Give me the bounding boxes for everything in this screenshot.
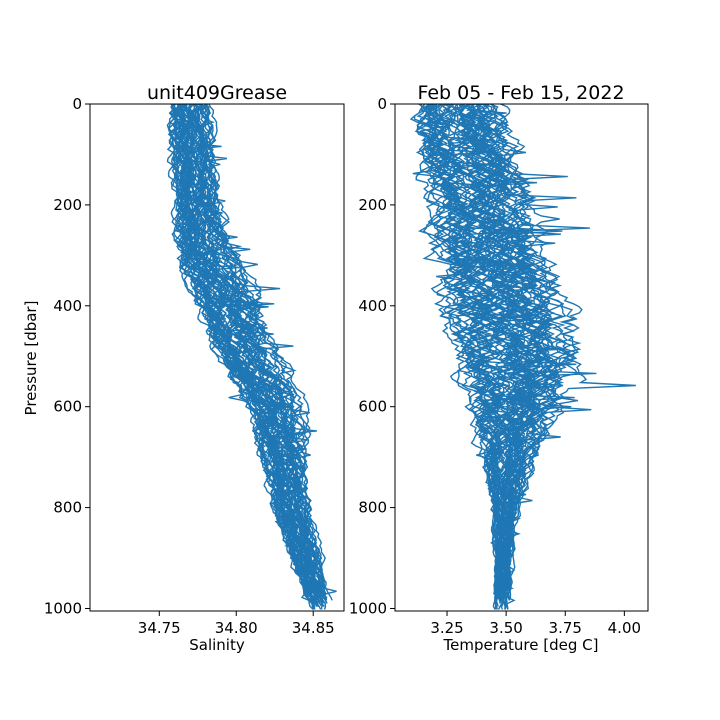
salinity-y-tick-label: 600 bbox=[53, 398, 82, 416]
salinity-axes-frame bbox=[89, 103, 345, 612]
temperature-profile-line bbox=[472, 104, 567, 589]
salinity-profile-line bbox=[207, 104, 328, 601]
salinity-y-ticks: 0 200 400 600 800 1000 bbox=[44, 95, 90, 617]
salinity-y-tick-label: 1000 bbox=[44, 599, 82, 617]
salinity-y-tick-label: 800 bbox=[53, 499, 82, 517]
pressure-y-axis-label: Pressure [dbar] bbox=[22, 301, 40, 416]
salinity-x-tick-label: 34.80 bbox=[215, 619, 258, 637]
temperature-x-ticks: 3.25 3.50 3.75 4.00 bbox=[430, 611, 641, 637]
temperature-profile-line bbox=[454, 104, 575, 607]
temperature-profile-line bbox=[420, 104, 524, 589]
temperature-axes-frame bbox=[394, 103, 649, 612]
temperature-profile-line bbox=[497, 104, 636, 601]
salinity-profile-line bbox=[190, 104, 322, 598]
salinity-x-ticks: 34.75 34.80 34.85 bbox=[138, 611, 335, 637]
salinity-x-tick-label: 34.85 bbox=[292, 619, 335, 637]
temperature-profile-line bbox=[439, 104, 563, 601]
temperature-y-tick-label: 200 bbox=[358, 196, 387, 214]
temperature-x-tick-label: 4.00 bbox=[608, 619, 641, 637]
temperature-profile-line bbox=[422, 104, 504, 601]
temperature-y-tick-label: 1000 bbox=[349, 599, 387, 617]
temperature-profile-line bbox=[415, 104, 508, 595]
salinity-x-tick-label: 34.75 bbox=[138, 619, 181, 637]
temperature-y-tick-label: 0 bbox=[377, 95, 387, 113]
salinity-panel-title: unit409Grease bbox=[147, 82, 287, 104]
salinity-y-tick-label: 200 bbox=[53, 196, 82, 214]
temperature-y-tick-label: 400 bbox=[358, 297, 387, 315]
temperature-y-tick-label: 600 bbox=[358, 398, 387, 416]
salinity-panel: unit409Grease 34.75 34.80 34.85 0 200 400 600… bbox=[22, 82, 345, 654]
salinity-profile-line bbox=[174, 104, 315, 610]
salinity-profile-line bbox=[176, 104, 314, 604]
salinity-profiles bbox=[166, 104, 337, 611]
salinity-y-tick-label: 400 bbox=[53, 297, 82, 315]
salinity-profile-line bbox=[176, 104, 318, 607]
temperature-panel-title: Feb 05 - Feb 15, 2022 bbox=[417, 82, 624, 104]
salinity-y-tick-label: 0 bbox=[72, 95, 82, 113]
temperature-x-tick-label: 3.50 bbox=[489, 619, 522, 637]
salinity-profile-line bbox=[194, 104, 328, 604]
salinity-profile-line bbox=[170, 104, 316, 610]
temperature-y-tick-label: 800 bbox=[358, 499, 387, 517]
salinity-profile-line bbox=[182, 104, 311, 589]
salinity-x-axis-label: Salinity bbox=[189, 636, 245, 654]
temperature-x-tick-label: 3.25 bbox=[430, 619, 463, 637]
temperature-x-axis-label: Temperature [deg C] bbox=[442, 636, 598, 654]
temperature-profiles bbox=[409, 104, 636, 610]
temperature-panel: Feb 05 - Feb 15, 2022 3.25 3.50 3.75 4.00 0… bbox=[349, 82, 649, 654]
temperature-y-ticks: 0 200 400 600 800 1000 bbox=[349, 95, 395, 617]
temperature-x-tick-label: 3.75 bbox=[549, 619, 582, 637]
